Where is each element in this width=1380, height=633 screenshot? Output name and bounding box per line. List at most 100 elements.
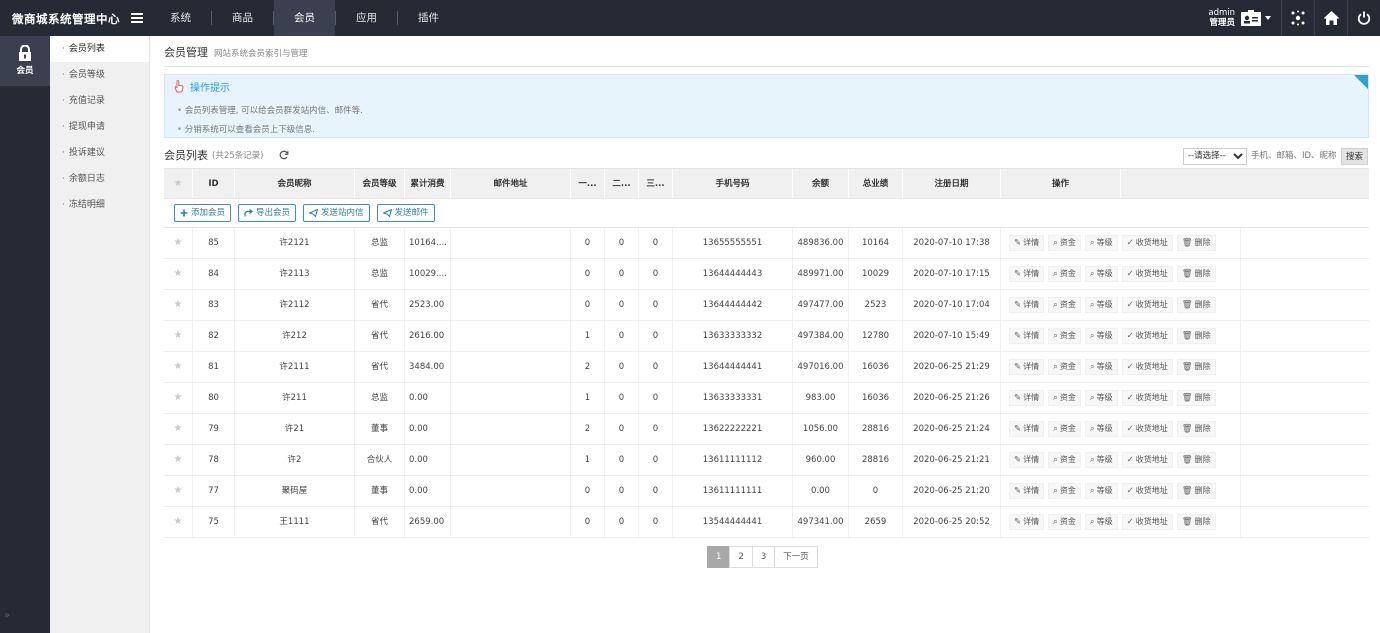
- delete-button[interactable]: 🗑 删除: [1176, 452, 1216, 468]
- favorite-cell[interactable]: ★: [164, 445, 193, 475]
- delete-button[interactable]: 🗑 删除: [1176, 328, 1216, 344]
- module-member[interactable]: 会员: [0, 36, 50, 86]
- favorite-cell[interactable]: ★: [164, 383, 193, 413]
- address-button[interactable]: ✓ 收货地址: [1121, 297, 1173, 313]
- sidebar-item-frozen-detail[interactable]: 冻结明细: [50, 192, 149, 218]
- collapse-icon[interactable]: »: [4, 610, 11, 621]
- address-button[interactable]: ✓ 收货地址: [1121, 421, 1173, 437]
- page-1-button[interactable]: 1: [707, 546, 731, 568]
- favorite-cell[interactable]: ★: [164, 476, 193, 506]
- sitemap-button[interactable]: [1281, 0, 1314, 36]
- detail-button[interactable]: ✎ 详情: [1009, 328, 1045, 344]
- delete-button[interactable]: 🗑 删除: [1176, 514, 1216, 530]
- detail-button[interactable]: ✎ 详情: [1009, 235, 1045, 251]
- column-header[interactable]: 会员昵称: [235, 169, 355, 198]
- funds-button[interactable]: ⌕ 资金: [1048, 483, 1081, 499]
- detail-button[interactable]: ✎ 详情: [1009, 297, 1045, 313]
- column-header[interactable]: 余额: [793, 169, 849, 198]
- detail-button[interactable]: ✎ 详情: [1009, 452, 1045, 468]
- funds-button[interactable]: ⌕ 资金: [1048, 390, 1081, 406]
- level-button[interactable]: ⌕ 等级: [1084, 452, 1118, 468]
- delete-button[interactable]: 🗑 删除: [1176, 421, 1216, 437]
- tips-title[interactable]: 操作提示: [173, 79, 230, 94]
- page-3-button[interactable]: 3: [751, 546, 776, 568]
- delete-button[interactable]: 🗑 删除: [1176, 235, 1216, 251]
- level-button[interactable]: ⌕ 等级: [1084, 421, 1118, 437]
- search-input[interactable]: [1246, 147, 1341, 165]
- next-page-button[interactable]: 下一页: [774, 546, 818, 568]
- filter-select[interactable]: --请选择--: [1182, 147, 1247, 165]
- column-header[interactable]: 一...: [571, 169, 605, 198]
- level-button[interactable]: ⌕ 等级: [1084, 390, 1118, 406]
- delete-button[interactable]: 🗑 删除: [1176, 297, 1216, 313]
- delete-button[interactable]: 🗑 删除: [1176, 483, 1216, 499]
- send-message-button[interactable]: 发送站内信: [303, 204, 370, 222]
- export-member-button[interactable]: 导出会员: [238, 204, 297, 222]
- detail-button[interactable]: ✎ 详情: [1009, 359, 1045, 375]
- detail-button[interactable]: ✎ 详情: [1009, 390, 1045, 406]
- column-header[interactable]: 总业绩: [849, 169, 903, 198]
- topnav-item-apps[interactable]: 应用: [356, 12, 377, 24]
- favorite-cell[interactable]: ★: [164, 290, 193, 320]
- level-button[interactable]: ⌕ 等级: [1084, 483, 1118, 499]
- address-button[interactable]: ✓ 收货地址: [1121, 266, 1173, 282]
- detail-button[interactable]: ✎ 详情: [1009, 421, 1045, 437]
- address-button[interactable]: ✓ 收货地址: [1121, 359, 1173, 375]
- funds-button[interactable]: ⌕ 资金: [1048, 514, 1081, 530]
- column-header[interactable]: 注册日期: [903, 169, 1001, 198]
- funds-button[interactable]: ⌕ 资金: [1048, 235, 1081, 251]
- address-button[interactable]: ✓ 收货地址: [1121, 514, 1173, 530]
- sidebar-item-recharge-log[interactable]: 充值记录: [50, 88, 149, 114]
- level-button[interactable]: ⌕ 等级: [1084, 514, 1118, 530]
- address-button[interactable]: ✓ 收货地址: [1121, 328, 1173, 344]
- favorite-cell[interactable]: ★: [164, 352, 193, 382]
- sidebar-item-feedback[interactable]: 投诉建议: [50, 140, 149, 166]
- level-button[interactable]: ⌕ 等级: [1084, 359, 1118, 375]
- topnav-item-plugins[interactable]: 插件: [418, 12, 439, 24]
- column-header[interactable]: 邮件地址: [451, 169, 571, 198]
- detail-button[interactable]: ✎ 详情: [1009, 483, 1045, 499]
- column-header[interactable]: 累计消费: [405, 169, 451, 198]
- column-header[interactable]: 手机号码: [673, 169, 793, 198]
- delete-button[interactable]: 🗑 删除: [1176, 390, 1216, 406]
- menu-toggle-icon[interactable]: [131, 13, 143, 23]
- favorite-cell[interactable]: ★: [164, 321, 193, 351]
- sidebar-item-member-level[interactable]: 会员等级: [50, 62, 149, 88]
- level-button[interactable]: ⌕ 等级: [1084, 297, 1118, 313]
- delete-button[interactable]: 🗑 删除: [1176, 359, 1216, 375]
- funds-button[interactable]: ⌕ 资金: [1048, 359, 1081, 375]
- refresh-icon[interactable]: [279, 150, 289, 160]
- address-button[interactable]: ✓ 收货地址: [1121, 452, 1173, 468]
- favorite-cell[interactable]: ★: [164, 259, 193, 289]
- level-button[interactable]: ⌕ 等级: [1084, 266, 1118, 282]
- add-member-button[interactable]: 添加会员: [174, 204, 232, 222]
- funds-button[interactable]: ⌕ 资金: [1048, 421, 1081, 437]
- funds-button[interactable]: ⌕ 资金: [1048, 266, 1081, 282]
- favorite-cell[interactable]: ★: [164, 414, 193, 444]
- send-email-button[interactable]: 发送邮件: [376, 204, 435, 222]
- level-button[interactable]: ⌕ 等级: [1084, 235, 1118, 251]
- favorite-cell[interactable]: ★: [164, 228, 193, 258]
- address-button[interactable]: ✓ 收货地址: [1121, 235, 1173, 251]
- topnav-item-goods[interactable]: 商品: [232, 12, 253, 24]
- logout-button[interactable]: [1347, 0, 1380, 36]
- sidebar-item-withdraw[interactable]: 提现申请: [50, 114, 149, 140]
- level-button[interactable]: ⌕ 等级: [1084, 328, 1118, 344]
- column-header[interactable]: 三...: [639, 169, 673, 198]
- detail-button[interactable]: ✎ 详情: [1009, 266, 1045, 282]
- column-header[interactable]: ID: [193, 169, 235, 198]
- topnav-item-member[interactable]: 会员: [274, 0, 335, 36]
- funds-button[interactable]: ⌕ 资金: [1048, 452, 1081, 468]
- address-button[interactable]: ✓ 收货地址: [1121, 483, 1173, 499]
- funds-button[interactable]: ⌕ 资金: [1048, 328, 1081, 344]
- delete-button[interactable]: 🗑 删除: [1176, 266, 1216, 282]
- column-header[interactable]: 二...: [605, 169, 639, 198]
- topnav-item-system[interactable]: 系统: [170, 12, 191, 24]
- chevron-down-icon[interactable]: [1265, 16, 1271, 20]
- sidebar-item-member-list[interactable]: 会员列表: [50, 36, 149, 62]
- favorite-cell[interactable]: ★: [164, 507, 193, 537]
- column-header[interactable]: 会员等级: [355, 169, 405, 198]
- detail-button[interactable]: ✎ 详情: [1009, 514, 1045, 530]
- id-card-icon[interactable]: [1241, 10, 1261, 26]
- funds-button[interactable]: ⌕ 资金: [1048, 297, 1081, 313]
